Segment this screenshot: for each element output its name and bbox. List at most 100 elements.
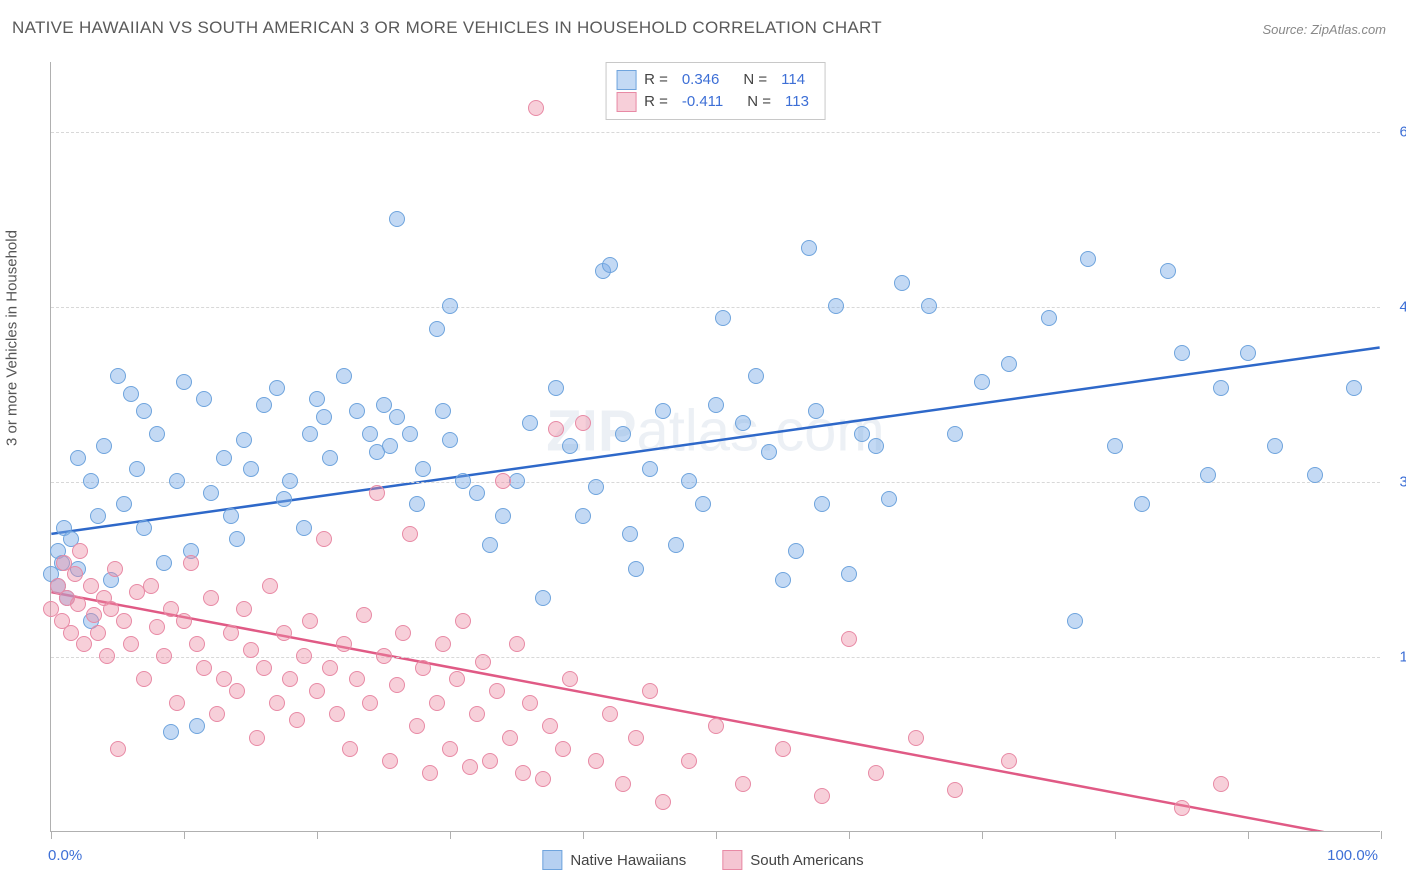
data-point-native_hawaiians	[196, 391, 212, 407]
data-point-south_americans	[395, 625, 411, 641]
data-point-south_americans	[602, 706, 618, 722]
data-point-native_hawaiians	[828, 298, 844, 314]
data-point-native_hawaiians	[974, 374, 990, 390]
x-tick	[317, 831, 318, 839]
plot-area: ZIPatlas.com R =0.346N =114R =-0.411N =1…	[50, 62, 1380, 832]
legend-row-native_hawaiians: R = 0.346 N = 114	[616, 69, 815, 91]
data-point-south_americans	[562, 671, 578, 687]
r-label: R =	[644, 69, 668, 91]
data-point-native_hawaiians	[349, 403, 365, 419]
data-point-native_hawaiians	[562, 438, 578, 454]
data-point-south_americans	[814, 788, 830, 804]
data-point-south_americans	[107, 561, 123, 577]
data-point-native_hawaiians	[854, 426, 870, 442]
data-point-native_hawaiians	[715, 310, 731, 326]
data-point-native_hawaiians	[1134, 496, 1150, 512]
data-point-native_hawaiians	[149, 426, 165, 442]
data-point-native_hawaiians	[668, 537, 684, 553]
data-point-native_hawaiians	[136, 403, 152, 419]
correlation-legend: R =0.346N =114R =-0.411N =113	[605, 62, 826, 120]
data-point-south_americans	[502, 730, 518, 746]
data-point-native_hawaiians	[176, 374, 192, 390]
data-point-native_hawaiians	[309, 391, 325, 407]
n-value: 113	[779, 91, 815, 113]
gridline	[51, 482, 1380, 483]
data-point-south_americans	[415, 660, 431, 676]
data-point-south_americans	[229, 683, 245, 699]
data-point-south_americans	[342, 741, 358, 757]
data-point-native_hawaiians	[123, 386, 139, 402]
data-point-native_hawaiians	[1080, 251, 1096, 267]
data-point-native_hawaiians	[615, 426, 631, 442]
data-point-native_hawaiians	[642, 461, 658, 477]
data-point-native_hawaiians	[655, 403, 671, 419]
y-tick-label: 45.0%	[1399, 299, 1406, 316]
data-point-south_americans	[116, 613, 132, 629]
x-tick	[450, 831, 451, 839]
data-point-south_americans	[289, 712, 305, 728]
data-point-south_americans	[183, 555, 199, 571]
data-point-south_americans	[489, 683, 505, 699]
r-value: 0.346	[676, 69, 726, 91]
data-point-native_hawaiians	[628, 561, 644, 577]
data-point-south_americans	[482, 753, 498, 769]
data-point-south_americans	[196, 660, 212, 676]
data-point-native_hawaiians	[602, 257, 618, 273]
x-axis-max-label: 100.0%	[1327, 847, 1378, 864]
y-tick-label: 30.0%	[1399, 474, 1406, 491]
data-point-native_hawaiians	[83, 473, 99, 489]
data-point-south_americans	[123, 636, 139, 652]
data-point-south_americans	[655, 794, 671, 810]
data-point-native_hawaiians	[216, 450, 232, 466]
series-legend-item: Native Hawaiians	[542, 850, 686, 870]
data-point-south_americans	[535, 771, 551, 787]
data-point-native_hawaiians	[442, 432, 458, 448]
data-point-native_hawaiians	[336, 368, 352, 384]
data-point-native_hawaiians	[708, 397, 724, 413]
n-value: 114	[775, 69, 811, 91]
legend-swatch	[616, 70, 636, 90]
data-point-native_hawaiians	[894, 275, 910, 291]
data-point-south_americans	[90, 625, 106, 641]
data-point-south_americans	[176, 613, 192, 629]
data-point-native_hawaiians	[169, 473, 185, 489]
data-point-south_americans	[262, 578, 278, 594]
data-point-native_hawaiians	[203, 485, 219, 501]
data-point-south_americans	[575, 415, 591, 431]
data-point-south_americans	[72, 543, 88, 559]
data-point-south_americans	[555, 741, 571, 757]
data-point-native_hawaiians	[389, 409, 405, 425]
data-point-south_americans	[475, 654, 491, 670]
data-point-native_hawaiians	[382, 438, 398, 454]
legend-swatch	[542, 850, 562, 870]
data-point-south_americans	[169, 695, 185, 711]
x-tick	[982, 831, 983, 839]
data-point-native_hawaiians	[868, 438, 884, 454]
data-point-native_hawaiians	[548, 380, 564, 396]
data-point-south_americans	[435, 636, 451, 652]
x-tick	[1115, 831, 1116, 839]
gridline	[51, 307, 1380, 308]
data-point-south_americans	[209, 706, 225, 722]
data-point-native_hawaiians	[1067, 613, 1083, 629]
x-tick	[849, 831, 850, 839]
data-point-native_hawaiians	[1200, 467, 1216, 483]
n-label: N =	[743, 69, 767, 91]
trend-line-south_americans	[51, 592, 1317, 831]
data-point-south_americans	[296, 648, 312, 664]
x-tick	[1248, 831, 1249, 839]
data-point-native_hawaiians	[1213, 380, 1229, 396]
data-point-native_hawaiians	[1041, 310, 1057, 326]
data-point-native_hawaiians	[575, 508, 591, 524]
data-point-native_hawaiians	[389, 211, 405, 227]
data-point-native_hawaiians	[136, 520, 152, 536]
data-point-south_americans	[449, 671, 465, 687]
data-point-native_hawaiians	[269, 380, 285, 396]
data-point-native_hawaiians	[362, 426, 378, 442]
data-point-south_americans	[455, 613, 471, 629]
data-point-south_americans	[947, 782, 963, 798]
data-point-native_hawaiians	[775, 572, 791, 588]
data-point-native_hawaiians	[1267, 438, 1283, 454]
data-point-native_hawaiians	[163, 724, 179, 740]
data-point-south_americans	[163, 601, 179, 617]
